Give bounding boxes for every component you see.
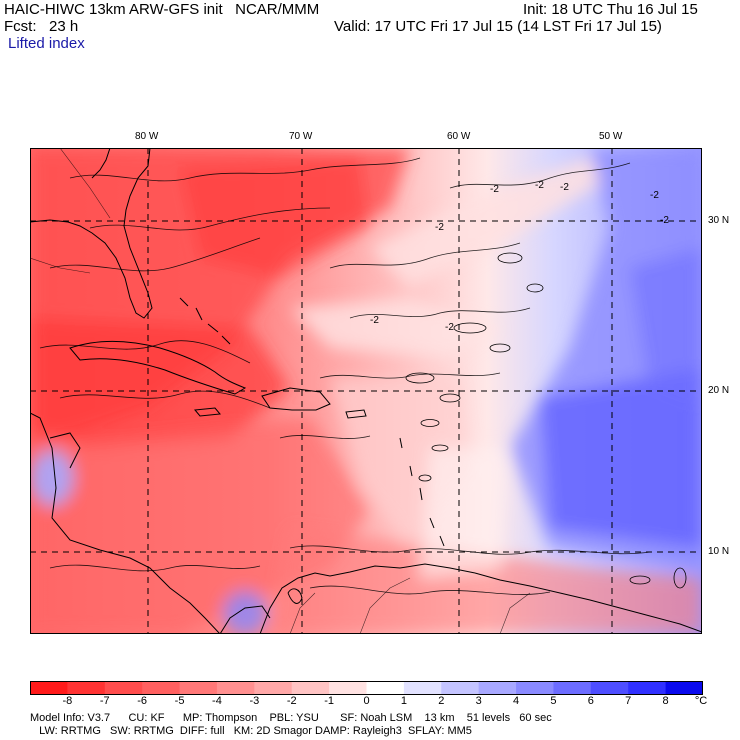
colorbar-swatch — [179, 681, 218, 695]
colorbar-tick-label: -4 — [212, 695, 222, 707]
colorbar-tick-label: -1 — [324, 695, 334, 707]
forecast-hour: Fcst: 23 h — [4, 18, 79, 35]
model-info-line2: LW: RRTMG SW: RRTMG DIFF: full KM: 2D Sm… — [30, 725, 472, 737]
colorbar-tick-label: -7 — [99, 695, 110, 707]
colorbar-tick-label: 7 — [625, 695, 632, 707]
colorbar-swatch — [254, 681, 293, 695]
colorbar-swatch — [553, 681, 592, 695]
colorbar-swatch — [216, 681, 255, 695]
contour-label: -2 — [660, 215, 669, 226]
colorbar-swatch — [516, 681, 554, 695]
colorbar-tick-label: -8 — [62, 695, 73, 707]
lon-label-80w: 80 W — [135, 131, 159, 142]
colorbar-tick-label: 1 — [400, 695, 407, 707]
contour-label: -2 — [445, 322, 454, 333]
colorbar-swatch — [30, 681, 68, 695]
contour-label: -2 — [370, 315, 379, 326]
lat-label-10n: 10 N — [708, 546, 730, 557]
colorbar-tick-label: 4 — [512, 695, 520, 707]
colorbar-swatch — [441, 681, 480, 695]
model-info-line1: Model Info: V3.7 CU: KF MP: Thompson PBL… — [30, 712, 552, 724]
contour-label: -2 — [490, 184, 499, 195]
latlon-grid — [30, 148, 702, 634]
coastlines — [30, 148, 702, 634]
colorbar-swatch — [67, 681, 106, 695]
colorbar-tick-label: 6 — [587, 695, 594, 707]
colorbar-tick-label: -6 — [137, 695, 148, 707]
colorbar-swatch — [142, 681, 181, 695]
colorbar-tick-label: -2 — [286, 695, 297, 707]
colorbar-frame — [30, 681, 703, 695]
lat-label-30n: 30 N — [708, 215, 730, 226]
colorbar-swatch — [329, 681, 367, 695]
contour-label: -2 — [535, 180, 544, 191]
colorbar-swatch — [590, 681, 629, 695]
colorbar-unit: °C — [694, 695, 708, 707]
contour-label-group: -2 -2 -2 -2 -2 -2 -2 -2 — [370, 180, 669, 333]
lon-label-60w: 60 W — [447, 131, 471, 142]
valid-time: Valid: 17 UTC Fri 17 Jul 15 (14 LST Fri … — [334, 18, 662, 35]
colorbar-swatch — [628, 681, 667, 695]
lat-label-20n: 20 N — [708, 385, 730, 396]
colorbar-swatch — [665, 681, 703, 695]
contour-label: -2 — [650, 190, 659, 201]
colorbar-tick-label: 5 — [550, 695, 557, 707]
field-name: Lifted index — [8, 35, 85, 52]
lifted-index-map: -2 -2 -2 -2 -2 -2 -2 -2 — [30, 148, 702, 634]
colorbar-tick-label: -5 — [174, 695, 185, 707]
colorbar-tick-label: 3 — [475, 695, 482, 707]
colorbar-swatch — [366, 681, 405, 695]
political-borders — [30, 148, 531, 634]
closed-contours — [405, 252, 687, 589]
colorbar-tick-label: -3 — [249, 695, 260, 707]
colorbar-swatch — [403, 681, 442, 695]
run-title: HAIC-HIWC 13km ARW-GFS init NCAR/MMM — [4, 1, 320, 18]
lon-label-50w: 50 W — [599, 131, 623, 142]
map-frame — [30, 148, 702, 634]
contour-label: -2 — [435, 222, 444, 233]
colorbar-tick-label: 0 — [363, 695, 370, 707]
colorbar-tick-label: 8 — [662, 695, 669, 707]
colorbar-swatch — [478, 681, 517, 695]
init-time: Init: 18 UTC Thu 16 Jul 15 — [523, 1, 698, 18]
colorbar-swatch — [104, 681, 143, 695]
colorbar — [30, 681, 703, 695]
field-shading — [30, 148, 702, 634]
contour-label: -2 — [560, 182, 569, 193]
lon-label-70w: 70 W — [289, 131, 313, 142]
colorbar-tick-label: 2 — [438, 695, 445, 707]
colorbar-swatch — [291, 681, 330, 695]
